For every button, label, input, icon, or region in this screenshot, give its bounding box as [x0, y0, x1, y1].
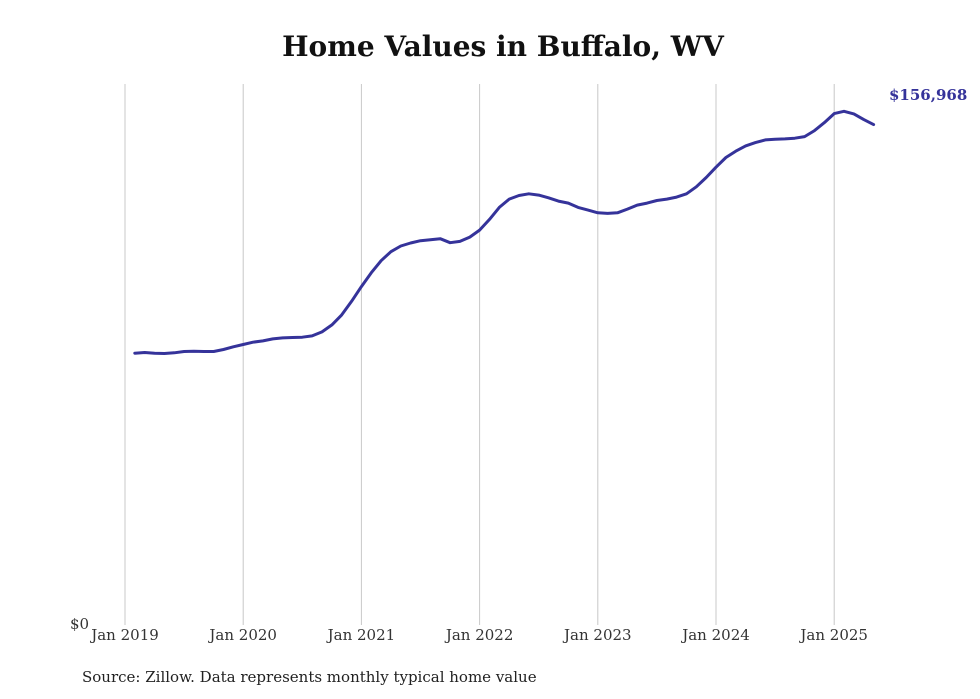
x-tick-label: Jan 2022: [444, 626, 514, 644]
source-note: Source: Zillow. Data represents monthly …: [82, 668, 537, 686]
series-line: [133, 109, 876, 355]
x-tick-label: Jan 2023: [562, 626, 632, 644]
y-tick-label: $0: [70, 615, 89, 633]
x-axis-ticks: Jan 2019 Jan 2020 Jan 2021 Jan 2022 Jan 2023…: [89, 626, 868, 644]
x-tick-label: Jan 2021: [326, 626, 396, 644]
gridlines: [124, 84, 835, 625]
end-value-label: $156,968: [889, 86, 967, 104]
x-tick-label: Jan 2024: [680, 626, 750, 644]
chart-title: Home Values in Buffalo, WV: [282, 30, 724, 63]
x-tick-label: Jan 2020: [207, 626, 277, 644]
x-tick-label: Jan 2025: [798, 626, 868, 644]
x-tick-label: Jan 2019: [89, 626, 159, 644]
